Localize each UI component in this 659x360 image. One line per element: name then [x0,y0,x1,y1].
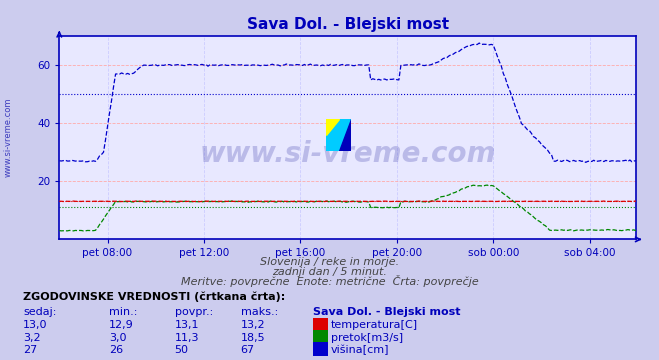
Text: 50: 50 [175,345,188,355]
Text: Meritve: povprečne  Enote: metrične  Črta: povprečje: Meritve: povprečne Enote: metrične Črta:… [181,275,478,287]
Text: zadnji dan / 5 minut.: zadnji dan / 5 minut. [272,267,387,277]
Text: temperatura[C]: temperatura[C] [331,320,418,330]
Title: Sava Dol. - Blejski most: Sava Dol. - Blejski most [246,17,449,32]
Text: 3,2: 3,2 [23,333,41,343]
Text: povpr.:: povpr.: [175,307,213,317]
Polygon shape [339,119,351,151]
Text: Slovenija / reke in morje.: Slovenija / reke in morje. [260,257,399,267]
Text: min.:: min.: [109,307,137,317]
Text: sedaj:: sedaj: [23,307,57,317]
Text: 12,9: 12,9 [109,320,134,330]
Text: višina[cm]: višina[cm] [331,345,389,355]
Text: 13,2: 13,2 [241,320,265,330]
Text: 18,5: 18,5 [241,333,265,343]
Text: 67: 67 [241,345,254,355]
Text: 11,3: 11,3 [175,333,199,343]
Polygon shape [326,119,339,135]
Text: pretok[m3/s]: pretok[m3/s] [331,333,403,343]
Text: 13,0: 13,0 [23,320,47,330]
Text: maks.:: maks.: [241,307,278,317]
Text: 26: 26 [109,345,123,355]
Text: 27: 27 [23,345,38,355]
Text: 13,1: 13,1 [175,320,199,330]
Text: 3,0: 3,0 [109,333,127,343]
Text: www.si-vreme.com: www.si-vreme.com [200,140,496,168]
Text: Sava Dol. - Blejski most: Sava Dol. - Blejski most [313,307,461,317]
Text: ZGODOVINSKE VREDNOSTI (črtkana črta):: ZGODOVINSKE VREDNOSTI (črtkana črta): [23,291,285,302]
Text: www.si-vreme.com: www.si-vreme.com [3,97,13,176]
